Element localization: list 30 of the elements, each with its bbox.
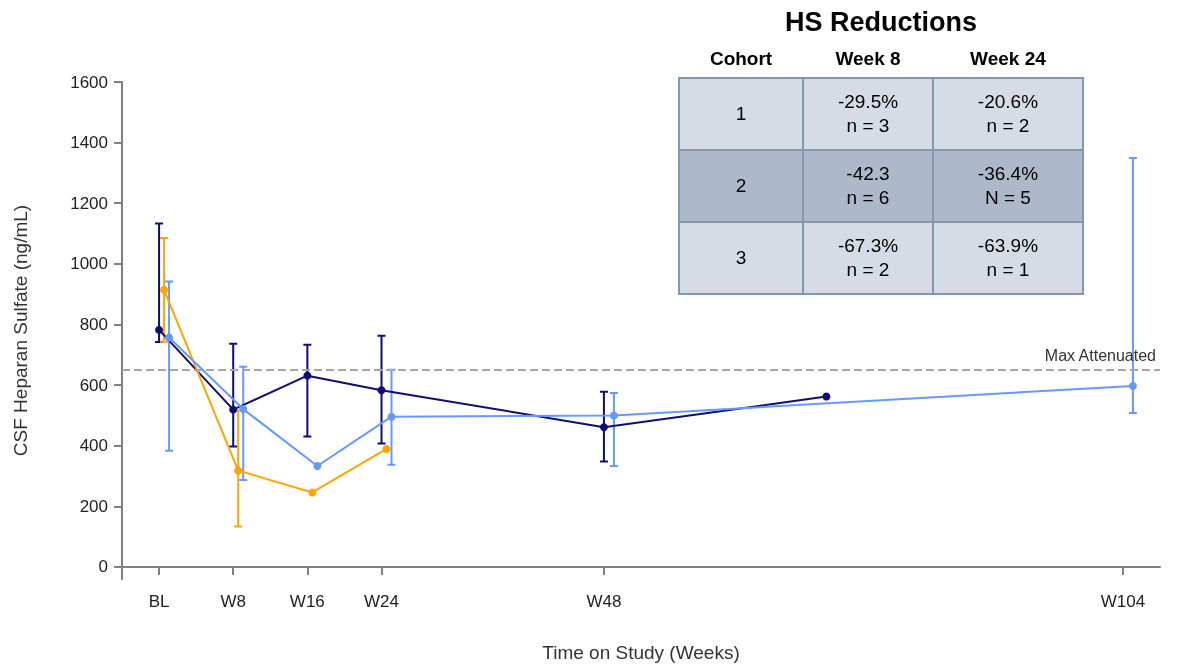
y-axis-title: CSF Heparan Sulfate (ng/mL) (10, 204, 31, 457)
y-tick-label: 0 (98, 557, 108, 577)
text: -67.3% n = 2 (837, 235, 899, 280)
y-tick-label: 1200 (70, 193, 108, 213)
y-tick-label: 600 (79, 375, 108, 395)
y-tick-label: 200 (79, 496, 108, 516)
text: 3 (735, 247, 747, 268)
y-tick-label: 800 (79, 314, 108, 334)
text: -20.6% n = 2 (977, 91, 1039, 136)
x-tick-label: W104 (1100, 592, 1146, 611)
y-tick-label: 1000 (70, 254, 108, 274)
x-tick-label: BL (148, 592, 170, 611)
text: HS Reductions (784, 6, 978, 39)
x-tick-label: W16 (289, 592, 325, 611)
text: -36.4% N = 5 (977, 163, 1039, 208)
x-tick-label: W8 (220, 592, 246, 611)
category-label: Week 24 (969, 46, 1047, 71)
text: 1 (735, 103, 747, 124)
category-label: Week 8 (834, 46, 902, 71)
y-tick-label: 1400 (70, 133, 108, 153)
x-axis-title: Time on Study (Weeks) (542, 642, 740, 663)
y-tick-label: 400 (79, 436, 108, 456)
y-tick-label: 1600 (70, 72, 108, 92)
x-tick-label: W24 (364, 592, 399, 611)
x-tick-label: W48 (586, 592, 622, 611)
category-label: Cohort (708, 46, 774, 71)
text: -42.3 n = 6 (846, 163, 890, 208)
text: -29.5% n = 3 (837, 91, 899, 136)
text: -63.9% n = 1 (977, 235, 1039, 280)
text: 2 (735, 175, 747, 196)
